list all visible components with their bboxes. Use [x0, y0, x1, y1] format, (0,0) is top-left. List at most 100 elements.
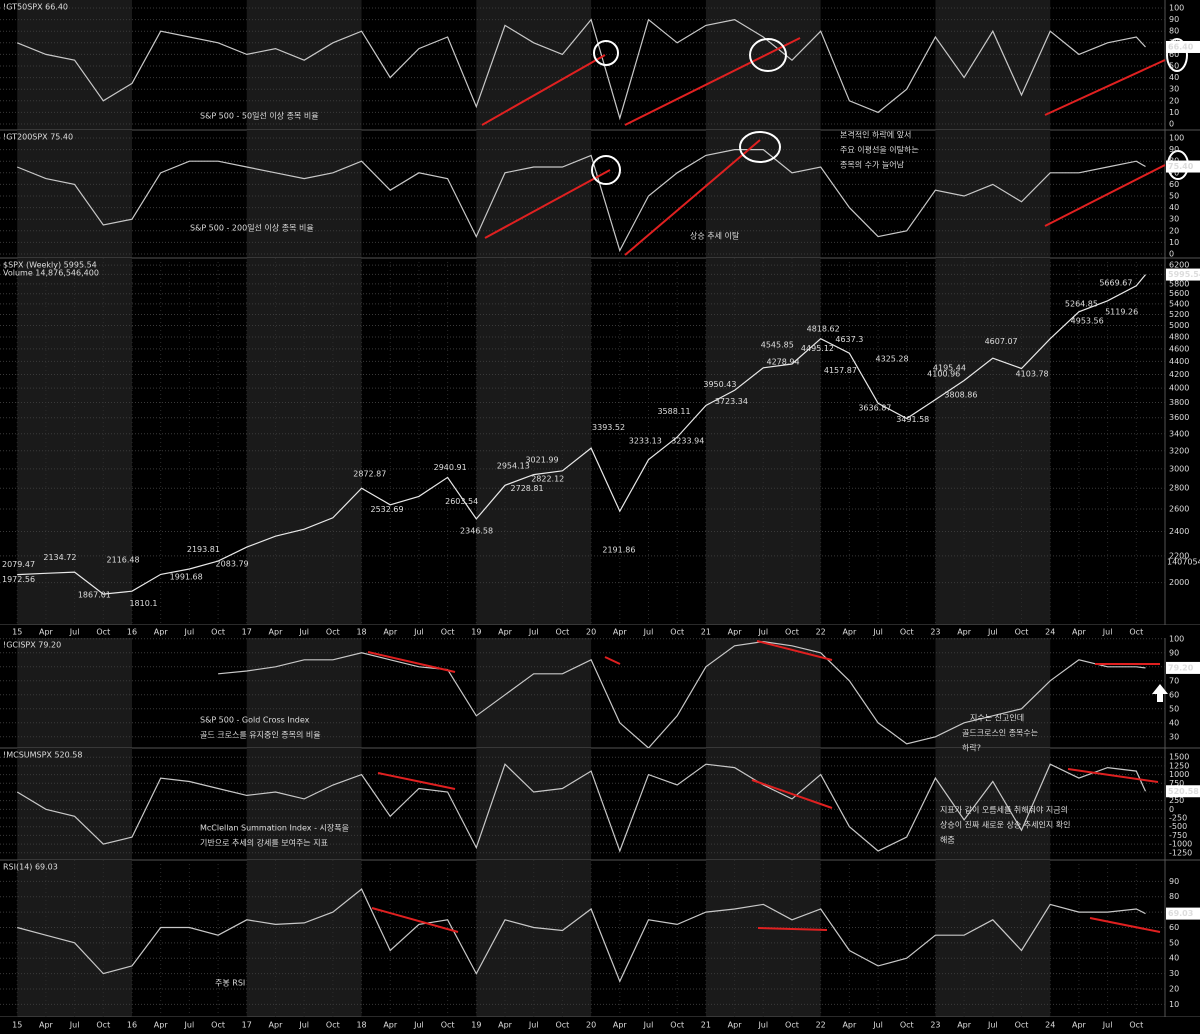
y-tick-label: 10	[1169, 108, 1179, 117]
year-band	[705, 258, 821, 625]
x-tick-label: Apr	[498, 1021, 513, 1030]
x-tick-label: Oct	[211, 1021, 225, 1030]
year-band	[935, 258, 1051, 625]
price-annotation: 2193.81	[187, 545, 220, 554]
panel-title: !MCSUMSPX 520.58	[3, 751, 82, 760]
y-tick-label: 5400	[1169, 299, 1189, 308]
x-tick-label: Oct	[96, 1021, 110, 1030]
y-tick-label: 20	[1169, 984, 1179, 993]
y-tick-label: -250	[1169, 814, 1187, 823]
x-tick-label: Jul	[987, 1021, 998, 1030]
annotation-text: 상승 추세 이탈	[690, 231, 740, 241]
price-annotation: 1972.56	[2, 575, 35, 584]
y-tick-label: 90	[1169, 15, 1179, 24]
price-annotation: 4953.56	[1071, 317, 1104, 326]
y-tick-label: -500	[1169, 822, 1187, 831]
last-value-box	[1166, 160, 1200, 173]
annotation-text: 종목의 수가 늘어남	[840, 160, 905, 170]
year-band	[935, 638, 1051, 748]
last-value-label: 66.40	[1168, 42, 1194, 51]
annotation-text: S&P 500 - Gold Cross Index	[200, 716, 310, 725]
y-tick-label: 3800	[1169, 398, 1189, 407]
price-annotation: 4103.78	[1016, 369, 1049, 378]
y-tick-label: 90	[1169, 648, 1179, 657]
y-tick-label: 60	[1169, 923, 1179, 932]
x-tick-label: Jul	[69, 628, 80, 637]
price-annotation: 2532.69	[371, 505, 404, 514]
price-annotation: 2940.91	[434, 463, 467, 472]
year-band	[476, 748, 592, 860]
x-tick-label: Apr	[1072, 628, 1087, 637]
y-tick-label: 50	[1169, 62, 1179, 71]
year-band	[17, 130, 132, 258]
panel-title: !GT200SPX 75.40	[3, 133, 73, 142]
y-tick-label: 4400	[1169, 357, 1189, 366]
trend-line	[751, 779, 833, 809]
annotation-text: McClellan Summation Index - 시장폭을	[200, 823, 349, 833]
data-line	[16, 149, 1146, 253]
x-tick-label: Jul	[757, 628, 768, 637]
x-tick-label: Oct	[211, 628, 225, 637]
trend-line	[1067, 768, 1159, 783]
y-tick-label: 20	[1169, 226, 1179, 235]
annotation-text: 기반으로 추세의 강세를 보여주는 지표	[200, 838, 328, 848]
x-tick-label: 16	[127, 1021, 137, 1030]
x-tick-label: Jul	[413, 628, 424, 637]
last-value-box	[1166, 785, 1200, 798]
price-annotation: 4100.96	[927, 370, 960, 379]
price-annotation: 2116.48	[107, 555, 140, 564]
y-tick-label: 5200	[1169, 310, 1189, 319]
x-tick-label: 18	[356, 628, 366, 637]
last-value-box	[1166, 907, 1200, 920]
x-tick-label: Jul	[1102, 628, 1113, 637]
y-tick-label: 100	[1169, 634, 1184, 643]
annotation-text: 하락?	[962, 743, 981, 753]
y-tick-label: 3000	[1169, 464, 1189, 473]
x-tick-label: 24	[1045, 628, 1055, 637]
y-tick-label: 40	[1169, 718, 1179, 727]
trend-line	[377, 772, 456, 790]
price-annotation: 1991.68	[170, 572, 203, 581]
x-tick-label: Oct	[1015, 1021, 1029, 1030]
price-annotation: 1867.01	[78, 590, 111, 599]
x-tick-label: Jul	[1102, 1021, 1113, 1030]
year-band	[17, 258, 132, 625]
price-annotation: 3393.52	[592, 423, 625, 432]
x-tick-label: Oct	[326, 1021, 340, 1030]
y-tick-label: 250	[1169, 796, 1184, 805]
trend-line	[1044, 59, 1166, 116]
y-tick-label: 2000	[1169, 578, 1189, 587]
highlight-circle	[1166, 38, 1188, 72]
price-annotation: 4157.87	[824, 366, 857, 375]
price-annotation: 4495.12	[801, 344, 834, 353]
x-tick-label: Oct	[785, 628, 799, 637]
annotation-text: 골드크로스인 종목수는	[962, 728, 1038, 738]
y-tick-label: 0	[1169, 250, 1174, 259]
y-tick-label: 3200	[1169, 446, 1189, 455]
price-annotation: 4545.85	[761, 341, 794, 350]
data-line	[17, 274, 1146, 595]
y-tick-label: 90	[1169, 145, 1179, 154]
x-axis-band	[0, 625, 1200, 640]
year-band	[476, 0, 592, 130]
y-tick-label: 100	[1169, 4, 1184, 13]
year-band	[476, 638, 592, 748]
price-annotation: 3491.58	[896, 415, 929, 424]
y-tick-label: 2200	[1169, 551, 1189, 560]
trend-line	[484, 169, 611, 239]
x-tick-label: Jul	[184, 1021, 195, 1030]
x-axis-band	[0, 1017, 1200, 1033]
trend-line	[1089, 917, 1161, 933]
y-tick-label: 5600	[1169, 289, 1189, 298]
price-annotation: 2872.87	[353, 470, 386, 479]
x-tick-label: Apr	[39, 628, 54, 637]
x-tick-label: Jul	[643, 628, 654, 637]
year-band	[17, 638, 132, 748]
x-tick-label: 22	[816, 628, 826, 637]
highlight-circle	[591, 155, 621, 185]
x-tick-label: Oct	[900, 1021, 914, 1030]
year-band	[705, 748, 821, 860]
x-tick-label: Apr	[957, 628, 972, 637]
x-tick-label: Apr	[957, 1021, 972, 1030]
